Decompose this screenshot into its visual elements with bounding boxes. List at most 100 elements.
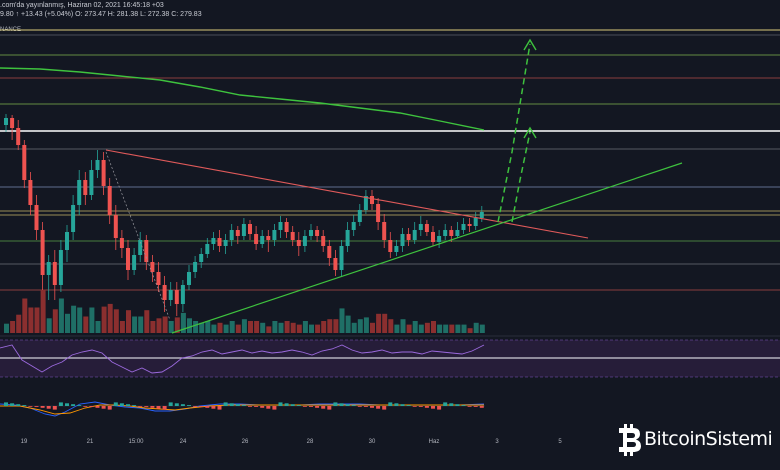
volume-bar (461, 324, 467, 333)
volume-bar (46, 318, 52, 333)
candle-body (382, 222, 387, 240)
macd-histogram-bar (406, 405, 411, 406)
volume-bar (248, 321, 253, 333)
volume-bar (327, 319, 333, 333)
volume-bar (363, 317, 369, 333)
volume-bar (126, 310, 131, 333)
macd-histogram-bar (327, 406, 332, 410)
candle-body (16, 128, 21, 145)
macd-histogram-bar (28, 406, 33, 407)
candle-body (132, 255, 137, 270)
price-chart[interactable] (0, 0, 780, 436)
candle-body (284, 222, 289, 232)
macd-histogram-bar (10, 403, 15, 406)
macd-histogram-bar (162, 406, 167, 410)
x-tick: 5 (558, 439, 562, 445)
candle-body (424, 224, 429, 232)
publish-info: .com'da yayınlanmış, Haziran 02, 2021 16… (0, 2, 164, 9)
volume-bar (58, 298, 64, 333)
volume-bar (40, 289, 46, 333)
candle-body (388, 240, 393, 252)
volume-bar (132, 316, 138, 333)
candle-body (229, 230, 234, 240)
volume-bar (437, 324, 443, 333)
volume-bar (77, 307, 83, 333)
macd-histogram-bar (418, 406, 423, 407)
macd-histogram-bar (187, 405, 191, 406)
macd-histogram-bar (211, 406, 216, 409)
candle-body (193, 262, 198, 272)
volume-bar (4, 323, 9, 333)
candle-body (107, 186, 112, 215)
volume-bar (357, 319, 363, 333)
macd-histogram-bar (22, 405, 27, 406)
candle-body (400, 234, 405, 246)
x-tick: 21 (86, 439, 94, 445)
price-candles (4, 114, 484, 316)
macd-histogram-bar (241, 405, 246, 406)
bitcoin-logo-icon (619, 424, 641, 456)
macd-histogram-bar (473, 406, 478, 407)
candle-body (272, 230, 277, 240)
macd-histogram-bar (248, 406, 252, 407)
descending-trendline (105, 149, 589, 239)
candle-body (302, 236, 307, 246)
candle-body (199, 254, 204, 262)
macd-histogram-bar (205, 406, 210, 408)
candle-body (479, 212, 484, 218)
volume-bar (400, 319, 406, 333)
volume-bar (345, 315, 351, 333)
projection-arrows (497, 38, 537, 223)
candle-body (22, 145, 27, 180)
macd-histogram-bar (65, 403, 69, 406)
macd-histogram-bar (260, 406, 265, 408)
candle-body (28, 180, 33, 205)
volume-bar (180, 312, 186, 333)
macd-histogram-bar (455, 404, 460, 406)
volume-bar (10, 321, 16, 333)
volume-bar (138, 316, 144, 333)
macd-histogram-bar (321, 406, 326, 409)
volume-bar (370, 322, 375, 333)
x-tick: 26 (241, 439, 249, 445)
macd-histogram-bar (144, 406, 149, 407)
candle-body (370, 196, 374, 204)
volume-bar (52, 309, 58, 333)
candle-body (58, 250, 63, 285)
macd-histogram-bar (394, 403, 399, 406)
candle-body (296, 240, 301, 246)
candle-body (394, 246, 399, 252)
volume-bar (113, 309, 119, 333)
volume-bar (211, 324, 217, 333)
candle-body (71, 205, 76, 232)
candle-body (345, 230, 350, 246)
candle-body (418, 224, 423, 230)
candle-body (412, 230, 417, 240)
volume-bar (382, 313, 388, 333)
volume-bar (376, 313, 382, 333)
candle-body (437, 236, 442, 242)
macd-histogram-bar (16, 404, 21, 406)
candle-body (187, 272, 191, 285)
candle-body (217, 238, 222, 246)
volume-bar (107, 303, 113, 333)
volume-bar (174, 317, 180, 333)
macd-histogram-bar (126, 404, 130, 406)
volume-bar (412, 321, 418, 333)
candle-body (4, 118, 8, 125)
macd-histogram-bar (95, 406, 100, 408)
volume-bar (162, 316, 168, 333)
macd-histogram-bar (52, 406, 57, 410)
candle-body (211, 238, 216, 244)
macd-histogram-bar (370, 406, 374, 408)
candle-body (168, 290, 173, 300)
volume-bar (473, 322, 479, 333)
macd-histogram-bar (443, 402, 448, 406)
volume-bar (290, 322, 296, 333)
volume-bar (254, 321, 260, 333)
macd-histogram-bar (199, 406, 204, 407)
candle-body (180, 285, 185, 304)
macd-histogram-bar (217, 406, 222, 410)
time-axis: 19 21 15:00 24 26 28 30 Haz 3 5 (0, 436, 780, 450)
macd-histogram-bar (89, 406, 94, 407)
